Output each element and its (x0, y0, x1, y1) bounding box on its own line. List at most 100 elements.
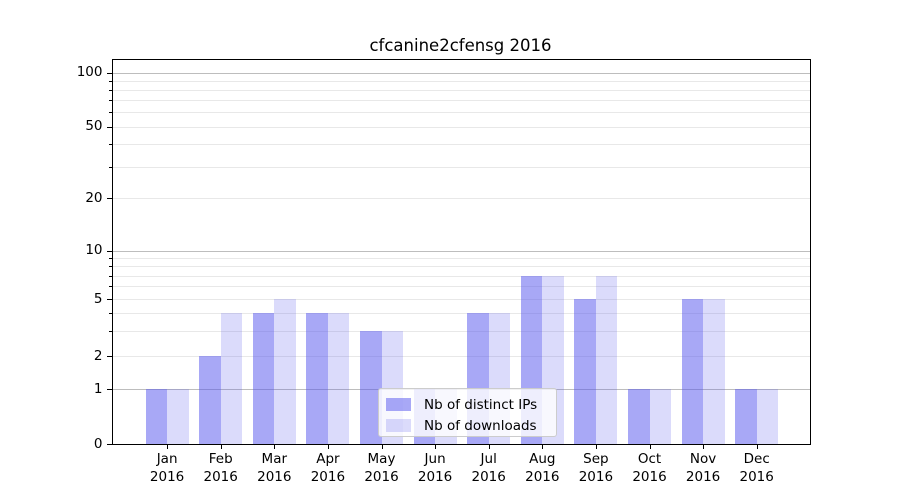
x-label-year: 2016 (685, 468, 721, 485)
legend-label: Nb of downloads (424, 417, 537, 434)
y-minor-tick-mark (108, 286, 112, 288)
x-label-month: Feb (208, 451, 233, 468)
y-tick-label: 100 (76, 64, 103, 81)
x-tick-label: Dec 2016 (725, 451, 789, 486)
y-minor-tick-mark (108, 330, 112, 332)
x-tick-label: Jan 2016 (135, 451, 199, 486)
x-label-year: 2016 (203, 468, 238, 485)
bar-ips-mar (252, 312, 275, 445)
gridline-minor (111, 100, 810, 102)
x-tick-label: Mar 2016 (242, 451, 306, 486)
x-label-month: Apr (316, 451, 340, 468)
x-label-month: Mar (261, 451, 288, 468)
bar-ips-may (360, 330, 382, 445)
x-label-year: 2016 (578, 468, 614, 485)
y-tick-label: 5 (93, 290, 103, 307)
bar-downloads-mar (274, 299, 296, 445)
x-tick-mark (649, 444, 651, 449)
x-label-month: Nov (689, 451, 717, 468)
y-minor-tick-mark (108, 356, 112, 358)
x-tick-mark (756, 444, 758, 449)
bar-downloads-dec (756, 389, 779, 445)
bar-ips-sep (574, 299, 596, 445)
bar-ips-feb (199, 356, 221, 445)
bar-ips-nov (681, 299, 704, 445)
y-minor-tick-mark (108, 112, 112, 114)
gridline-minor (111, 126, 810, 128)
y-tick-mark (106, 250, 112, 252)
x-label-month: Dec (743, 451, 770, 468)
bar-downloads-nov (703, 299, 725, 445)
y-minor-tick-mark (108, 126, 112, 128)
x-tick-label: May 2016 (350, 451, 414, 486)
gridline-minor (111, 266, 810, 268)
bar-ips-apr (306, 312, 328, 445)
gridline-minor (111, 312, 810, 314)
x-tick-label: Nov 2016 (671, 451, 735, 486)
x-tick-mark (488, 444, 490, 449)
x-label-month: Jun (424, 451, 446, 468)
x-label-year: 2016 (257, 468, 292, 485)
y-minor-tick-mark (108, 198, 112, 200)
bar-downloads-apr (327, 312, 350, 445)
y-tick-label: 2 (93, 347, 103, 364)
x-label-month: Aug (529, 451, 556, 468)
x-tick-mark (381, 444, 383, 449)
x-tick-mark (220, 444, 222, 449)
x-label-month: May (367, 451, 396, 468)
y-tick-label: 1 (93, 380, 103, 397)
x-label-month: Oct (637, 451, 662, 468)
y-tick-label: 50 (85, 118, 103, 135)
bar-downloads-oct (649, 389, 671, 445)
y-minor-tick-mark (108, 266, 112, 268)
gridline-minor (111, 198, 810, 200)
legend: Nb of distinct IPs Nb of downloads (378, 388, 557, 437)
y-minor-tick-mark (108, 275, 112, 277)
x-tick-mark (542, 444, 544, 449)
gridline-minor (111, 275, 810, 277)
gridline-minor (111, 112, 810, 114)
x-label-year: 2016 (149, 468, 185, 485)
x-tick-mark (595, 444, 598, 449)
bar-downloads-feb (220, 312, 243, 445)
legend-label: Nb of distinct IPs (424, 396, 538, 413)
y-tick-mark (106, 444, 112, 446)
gridline-minor (111, 330, 810, 332)
gridline-minor (111, 90, 810, 92)
y-minor-tick-mark (108, 312, 112, 314)
legend-item: Nb of distinct IPs (386, 394, 548, 415)
x-label-month: Sep (583, 451, 609, 468)
y-minor-tick-mark (108, 258, 112, 260)
x-tick-label: Jul 2016 (457, 451, 521, 486)
x-tick-label: Feb 2016 (189, 451, 253, 486)
gridline-minor (111, 144, 810, 146)
x-tick-mark (274, 444, 276, 449)
gridline-minor (111, 258, 810, 260)
legend-swatch-icon (386, 419, 411, 432)
gridline-minor (111, 286, 810, 288)
x-label-year: 2016 (417, 468, 453, 485)
x-tick-mark (327, 444, 330, 449)
x-label-month: Jul (480, 451, 497, 468)
x-label-year: 2016 (364, 468, 399, 485)
x-tick-mark (703, 444, 705, 449)
y-tick-label: 10 (85, 242, 103, 259)
x-tick-label: Jun 2016 (403, 451, 467, 486)
x-tick-label: Sep 2016 (564, 451, 628, 486)
x-label-month: Jan (156, 451, 178, 468)
x-tick-label: Aug 2016 (510, 451, 574, 486)
x-label-year: 2016 (632, 468, 667, 485)
y-tick-label: 0 (93, 435, 103, 452)
y-tick-mark (106, 72, 112, 74)
gridline-minor (111, 356, 810, 358)
y-tick-mark (106, 389, 112, 391)
legend-swatch-icon (386, 398, 411, 411)
gridline-minor (111, 80, 810, 82)
bar-ips-jan (145, 389, 168, 445)
bar-ips-dec (735, 389, 757, 445)
gridline-major (111, 250, 810, 252)
x-label-year: 2016 (471, 468, 506, 485)
y-minor-tick-mark (108, 80, 112, 82)
y-tick-label: 20 (85, 189, 103, 206)
x-tick-mark (435, 444, 437, 449)
